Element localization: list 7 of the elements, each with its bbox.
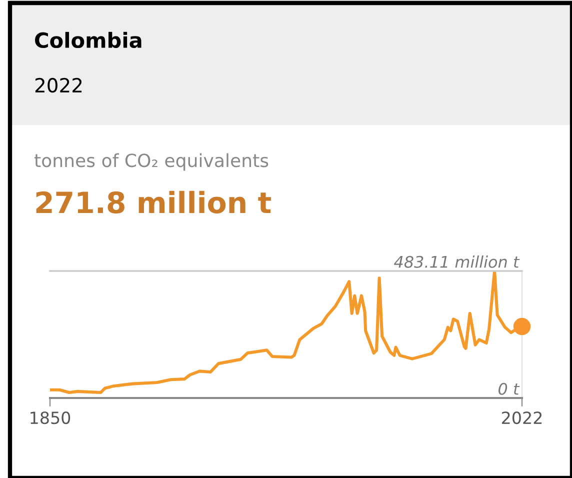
x-tick-label: 1850	[30, 411, 70, 424]
text: 271.8 million t	[36, 190, 272, 214]
chart-title: Colombia	[35, 32, 142, 48]
y-tick-label: 0 t	[498, 382, 520, 395]
chart-subtitle: 2022	[35, 78, 82, 93]
text: tonnes of CO₂ equivalents	[34, 153, 268, 171]
y-tick-label: 483.11 million t	[394, 256, 520, 268]
